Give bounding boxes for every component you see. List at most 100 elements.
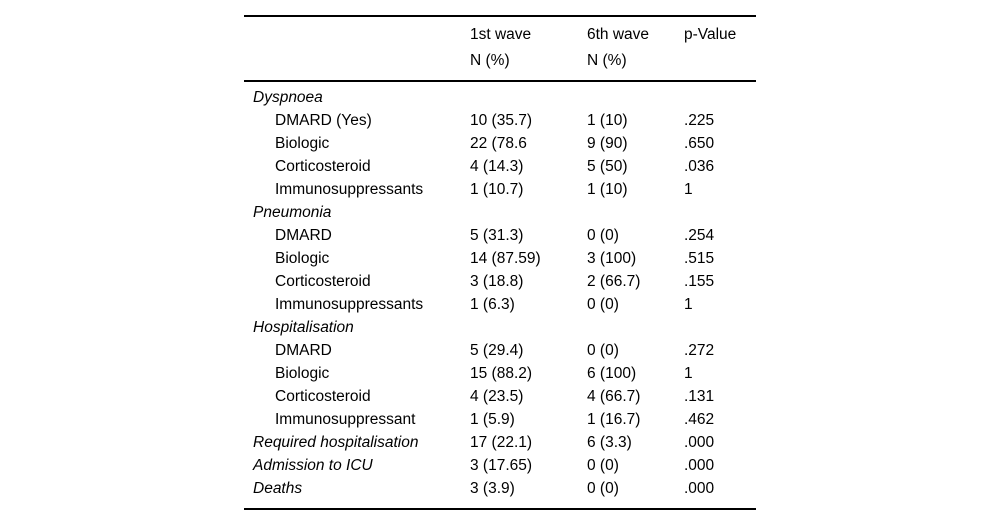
cell-wave1: 5 (29.4) [470,342,524,359]
row-label: Corticosteroid [275,273,371,290]
cell-pvalue: .515 [684,250,715,267]
cell-wave6: 0 (0) [587,342,619,359]
table-header-row: 1st wave N (%) 6th wave N (%) p-Value [244,16,756,81]
cell-wave1: 17 (22.1) [470,434,533,451]
cell-wave1 [470,201,587,224]
header-pvalue-cell: p-Value [684,16,756,81]
cell-wave6: 0 (0) [587,480,619,497]
cell-pvalue: 1 [684,181,693,198]
cell-wave1: 3 (3.9) [470,480,515,497]
row-label: Deaths [253,480,303,497]
table-row-summary: Required hospitalisation 17 (22.1) 6 (3.3)… [244,431,756,454]
table-row-item: Immunosuppressants 1 (6.3) 0 (0) 1 [244,293,756,316]
table-row-item: Corticosteroid 4 (14.3) 5 (50) .036 [244,155,756,178]
medication-outcomes-table: 1st wave N (%) 6th wave N (%) p-Value Dy… [244,15,756,510]
row-label: Corticosteroid [275,388,371,405]
row-label: DMARD (Yes) [275,112,372,129]
cell-wave1: 1 (5.9) [470,411,515,428]
row-label: Immunosuppressants [275,181,424,198]
row-label: Biologic [275,365,330,382]
table-row-summary: Admission to ICU 3 (17.65) 0 (0) .000 [244,454,756,477]
cell-pvalue [684,316,756,339]
header-wave6-title: 6th wave [587,26,650,43]
row-label: Dyspnoea [253,89,323,106]
cell-wave6: 9 (90) [587,135,628,152]
table-row-section: Hospitalisation [244,316,756,339]
cell-wave1: 14 (87.59) [470,250,541,267]
row-label: Corticosteroid [275,158,371,175]
cell-pvalue: .000 [684,480,715,497]
cell-wave6: 5 (50) [587,158,628,175]
table-row-section: Pneumonia [244,201,756,224]
cell-wave1: 3 (17.65) [470,457,533,474]
header-wave1-cell: 1st wave N (%) [470,16,587,81]
table-row-item: DMARD 5 (29.4) 0 (0) .272 [244,339,756,362]
table-row-section: Dyspnoea [244,81,756,109]
header-wave1-subtitle: N (%) [470,52,510,69]
cell-wave1: 1 (10.7) [470,181,524,198]
cell-wave6: 3 (100) [587,250,637,267]
cell-pvalue [684,201,756,224]
table-row-item: Biologic 15 (88.2) 6 (100) 1 [244,362,756,385]
row-label: Immunosuppressant [275,411,416,428]
table-row-item: Biologic 22 (78.6 9 (90) .650 [244,132,756,155]
header-wave6-subtitle: N (%) [587,52,627,69]
header-pvalue-title: p-Value [684,26,737,43]
cell-wave1: 1 (6.3) [470,296,515,313]
header-wave6-cell: 6th wave N (%) [587,16,684,81]
table-row-item: Corticosteroid 4 (23.5) 4 (66.7) .131 [244,385,756,408]
cell-wave1: 10 (35.7) [470,112,533,129]
cell-wave1: 22 (78.6 [470,135,527,152]
table-row-item: Biologic 14 (87.59) 3 (100) .515 [244,247,756,270]
cell-wave6: 1 (10) [587,181,628,198]
table-row-item: Corticosteroid 3 (18.8) 2 (66.7) .155 [244,270,756,293]
cell-pvalue: .000 [684,457,715,474]
row-label: Pneumonia [253,204,332,221]
cell-wave6: 0 (0) [587,457,619,474]
table-row-item: Immunosuppressant 1 (5.9) 1 (16.7) .462 [244,408,756,431]
cell-pvalue: .650 [684,135,715,152]
row-label: DMARD [275,342,332,359]
header-wave1-title: 1st wave [470,26,532,43]
cell-wave6: 0 (0) [587,296,619,313]
cell-pvalue [684,81,756,109]
table-header: 1st wave N (%) 6th wave N (%) p-Value [244,16,756,81]
table-row-item: Immunosuppressants 1 (10.7) 1 (10) 1 [244,178,756,201]
table-row-item: DMARD 5 (31.3) 0 (0) .254 [244,224,756,247]
row-label: Admission to ICU [253,457,373,474]
table-body: Dyspnoea DMARD (Yes) 10 (35.7) 1 (10) .225 Bi… [244,81,756,509]
cell-wave6: 2 (66.7) [587,273,641,290]
cell-pvalue: .225 [684,112,715,129]
row-label: Immunosuppressants [275,296,424,313]
cell-wave1 [470,316,587,339]
table-container: 1st wave N (%) 6th wave N (%) p-Value Dy… [244,15,756,510]
cell-wave6: 1 (16.7) [587,411,641,428]
table-row-summary: Deaths 3 (3.9) 0 (0) .000 [244,477,756,509]
row-label: DMARD [275,227,332,244]
cell-wave6: 6 (100) [587,365,637,382]
row-label: Required hospitalisation [253,434,419,451]
cell-wave6: 6 (3.3) [587,434,632,451]
cell-pvalue: .272 [684,342,715,359]
cell-wave6 [587,81,684,109]
cell-pvalue: .000 [684,434,715,451]
cell-wave1: 4 (14.3) [470,158,524,175]
table-row-item: DMARD (Yes) 10 (35.7) 1 (10) .225 [244,109,756,132]
row-label: Biologic [275,135,330,152]
cell-pvalue: .462 [684,411,715,428]
cell-wave1: 3 (18.8) [470,273,524,290]
cell-pvalue: 1 [684,296,693,313]
cell-pvalue: .155 [684,273,715,290]
cell-pvalue: .131 [684,388,715,405]
cell-pvalue: .254 [684,227,715,244]
row-label: Hospitalisation [253,319,354,336]
cell-wave6: 4 (66.7) [587,388,641,405]
cell-wave1: 5 (31.3) [470,227,524,244]
cell-wave6 [587,201,684,224]
cell-wave1: 15 (88.2) [470,365,533,382]
cell-wave6: 1 (10) [587,112,628,129]
cell-pvalue: .036 [684,158,715,175]
cell-wave1: 4 (23.5) [470,388,524,405]
cell-wave6: 0 (0) [587,227,619,244]
